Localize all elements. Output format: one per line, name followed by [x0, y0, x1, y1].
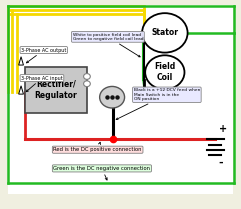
Polygon shape: [19, 86, 23, 94]
FancyBboxPatch shape: [25, 67, 87, 113]
Circle shape: [145, 55, 184, 89]
Circle shape: [142, 13, 187, 53]
Text: 3-Phase AC input: 3-Phase AC input: [21, 76, 63, 92]
Text: -: -: [219, 158, 223, 168]
Text: Red is the DC positive connection: Red is the DC positive connection: [54, 142, 142, 152]
Text: 3-Phase AC output: 3-Phase AC output: [21, 48, 67, 63]
Circle shape: [100, 87, 125, 108]
Text: Rectifier/
Regulator: Rectifier/ Regulator: [34, 80, 77, 100]
Text: +: +: [219, 124, 227, 134]
Polygon shape: [19, 57, 23, 65]
Text: Black is a +12 DCV feed when
Main Switch is in the
ON position: Black is a +12 DCV feed when Main Switch…: [116, 88, 200, 120]
FancyBboxPatch shape: [8, 5, 233, 194]
Text: Green is the DC negative connection: Green is the DC negative connection: [54, 166, 150, 180]
Text: Field
Coil: Field Coil: [154, 62, 175, 82]
Text: White to positive field coil lead
Green to negative field coil lead: White to positive field coil lead Green …: [73, 33, 143, 57]
Text: Stator: Stator: [151, 28, 178, 37]
Circle shape: [84, 81, 90, 87]
Circle shape: [84, 74, 90, 79]
